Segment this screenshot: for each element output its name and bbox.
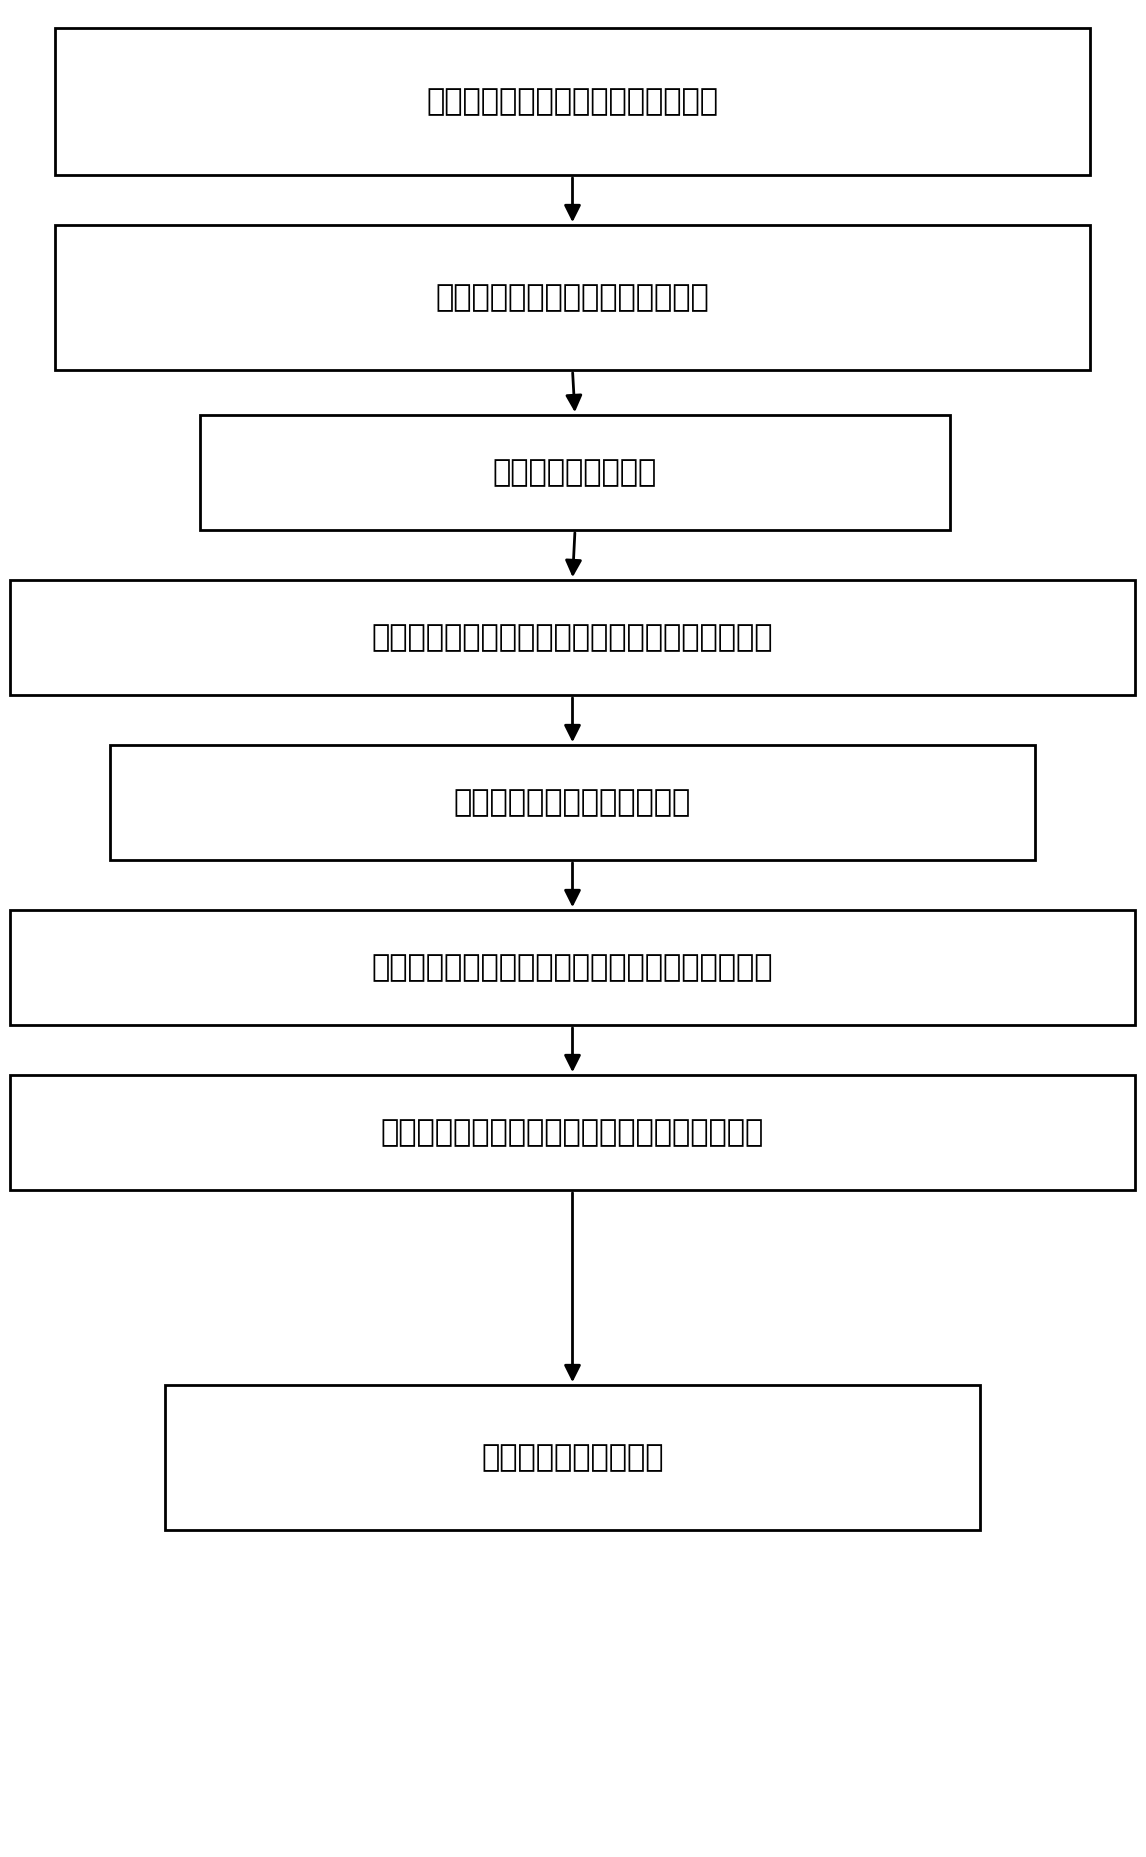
Bar: [55, 28, 1090, 175]
Text: 获取调频连续波着陆雷达的回波信号: 获取调频连续波着陆雷达的回波信号: [426, 87, 719, 115]
Text: 计算差频信号频谱的噪声功率: 计算差频信号频谱的噪声功率: [454, 787, 691, 817]
Bar: [55, 225, 1090, 370]
Text: 获得差频信号频谱重心和频谱宽度的第二次估计值: 获得差频信号频谱重心和频谱宽度的第二次估计值: [371, 953, 774, 982]
Text: 获得调频连续波着陆雷达天线波束的地面入射角: 获得调频连续波着陆雷达天线波束的地面入射角: [380, 1118, 764, 1148]
Bar: [201, 414, 950, 529]
Bar: [10, 579, 1135, 695]
Bar: [10, 910, 1135, 1025]
Text: 获得差频信号的频谱: 获得差频信号的频谱: [493, 459, 657, 487]
Bar: [10, 1075, 1135, 1190]
Text: 获得解调频后回波信号的二维矩阵: 获得解调频后回波信号的二维矩阵: [435, 282, 709, 312]
Bar: [110, 745, 1035, 860]
Bar: [165, 1385, 980, 1530]
Text: 获得差频信号频谱重心和频谱宽度的第一次估计值: 获得差频信号频谱重心和频谱宽度的第一次估计值: [371, 622, 774, 652]
Text: 获得校正后的测距结果: 获得校正后的测距结果: [481, 1443, 664, 1473]
